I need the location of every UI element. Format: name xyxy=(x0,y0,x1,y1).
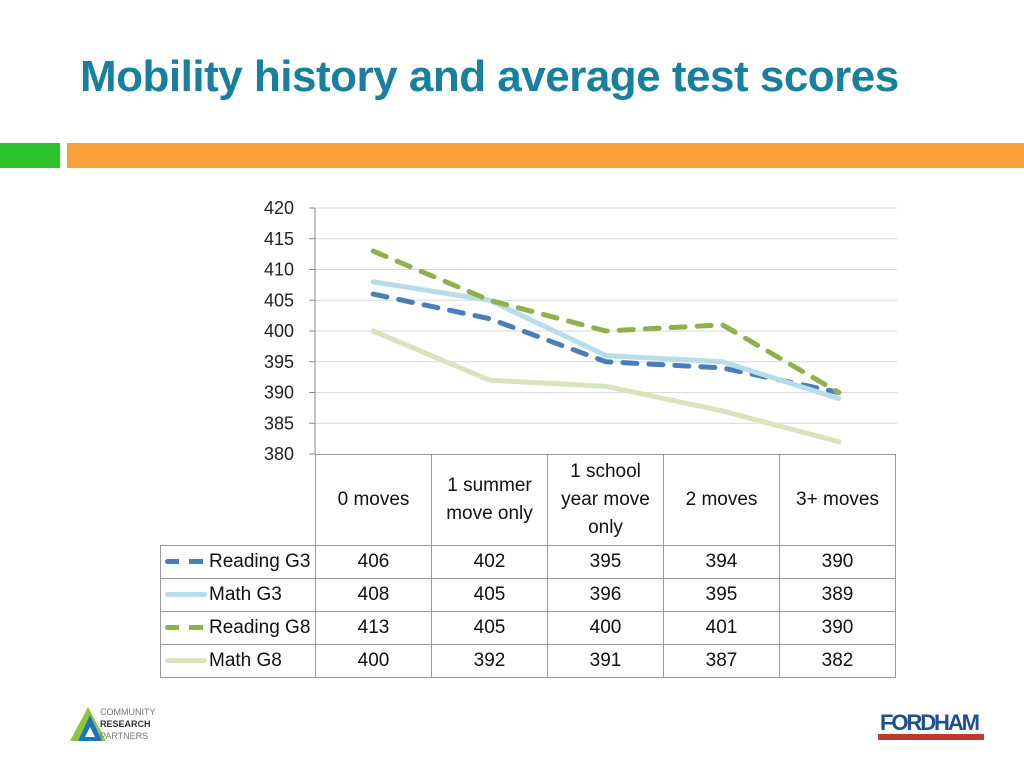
series-line-reading-g8 xyxy=(370,248,842,395)
category-label-line: 1 school xyxy=(570,461,641,482)
table-row: Math G8 400 392 391 387 382 xyxy=(160,644,896,678)
series-name: Reading G8 xyxy=(209,617,311,638)
y-tick-label: 405 xyxy=(264,290,294,310)
category-label-line: move only xyxy=(446,503,533,524)
series-line-math-g8 xyxy=(370,328,842,445)
y-tick-label: 390 xyxy=(264,383,294,403)
data-label: 390 xyxy=(779,545,896,579)
category-label-line: 2 moves xyxy=(685,489,758,510)
data-label: 400 xyxy=(315,644,432,678)
category-header: 0 moves xyxy=(315,454,432,546)
category-header: 3+ moves xyxy=(779,454,896,546)
category-label-line: 0 moves xyxy=(337,489,410,510)
legend-cell: Reading G8 xyxy=(160,611,316,645)
legend-swatch xyxy=(165,559,207,565)
category-header: 1 school year move only xyxy=(547,454,664,546)
series-line-math-g3 xyxy=(370,279,842,402)
table-row: Reading G3 406 402 395 394 390 xyxy=(160,545,896,579)
legend-swatch xyxy=(165,592,207,598)
category-label-line: only xyxy=(588,517,623,538)
legend-cell: Math G8 xyxy=(160,644,316,678)
data-label: 391 xyxy=(547,644,664,678)
series-name: Math G3 xyxy=(209,584,282,605)
fordham-institute-logo: FORDHAM xyxy=(878,706,984,747)
data-table: 0 moves 1 summer move only 1 school year mov… xyxy=(160,454,896,678)
data-label: 390 xyxy=(779,611,896,645)
y-tick-label: 415 xyxy=(264,229,294,249)
accent-bar-orange xyxy=(67,143,1024,168)
data-label: 394 xyxy=(663,545,780,579)
slide-title: Mobility history and average test scores xyxy=(80,52,899,101)
data-label: 396 xyxy=(547,578,664,612)
data-label: 392 xyxy=(431,644,548,678)
svg-text:PARTNERS: PARTNERS xyxy=(100,731,148,741)
data-label: 387 xyxy=(663,644,780,678)
category-header: 1 summer move only xyxy=(431,454,548,546)
category-label-line: year move xyxy=(561,489,650,510)
legend-cell: Math G3 xyxy=(160,578,316,612)
community-research-partners-logo: COMMUNITY RESEARCH PARTNERS xyxy=(68,703,168,748)
data-label: 395 xyxy=(547,545,664,579)
data-label: 400 xyxy=(547,611,664,645)
category-label-line: 3+ moves xyxy=(796,489,879,510)
legend-swatch xyxy=(165,625,207,631)
legend-swatch xyxy=(165,658,207,664)
series-name: Math G8 xyxy=(209,650,282,671)
accent-bar-green xyxy=(0,143,60,168)
data-label: 402 xyxy=(431,545,548,579)
data-label: 401 xyxy=(663,611,780,645)
legend-cell: Reading G3 xyxy=(160,545,316,579)
legend-header-blank xyxy=(160,454,316,546)
svg-text:COMMUNITY: COMMUNITY xyxy=(100,707,156,717)
series-name: Reading G3 xyxy=(209,551,311,572)
y-tick-label: 410 xyxy=(264,260,294,280)
data-label: 408 xyxy=(315,578,432,612)
data-label: 413 xyxy=(315,611,432,645)
data-label: 405 xyxy=(431,611,548,645)
svg-text:FORDHAM: FORDHAM xyxy=(880,710,980,735)
data-label: 389 xyxy=(779,578,896,612)
category-header: 2 moves xyxy=(663,454,780,546)
data-label: 405 xyxy=(431,578,548,612)
y-tick-label: 385 xyxy=(264,413,294,433)
category-label-line: 1 summer xyxy=(447,475,532,496)
svg-text:RESEARCH: RESEARCH xyxy=(100,719,151,729)
y-tick-label: 400 xyxy=(264,321,294,341)
data-label: 382 xyxy=(779,644,896,678)
table-row: Math G3 408 405 396 395 389 xyxy=(160,578,896,612)
y-tick-label: 395 xyxy=(264,352,294,372)
data-label: 406 xyxy=(315,545,432,579)
y-tick-label: 420 xyxy=(264,198,294,218)
data-label: 395 xyxy=(663,578,780,612)
table-row: Reading G8 413 405 400 401 390 xyxy=(160,611,896,645)
